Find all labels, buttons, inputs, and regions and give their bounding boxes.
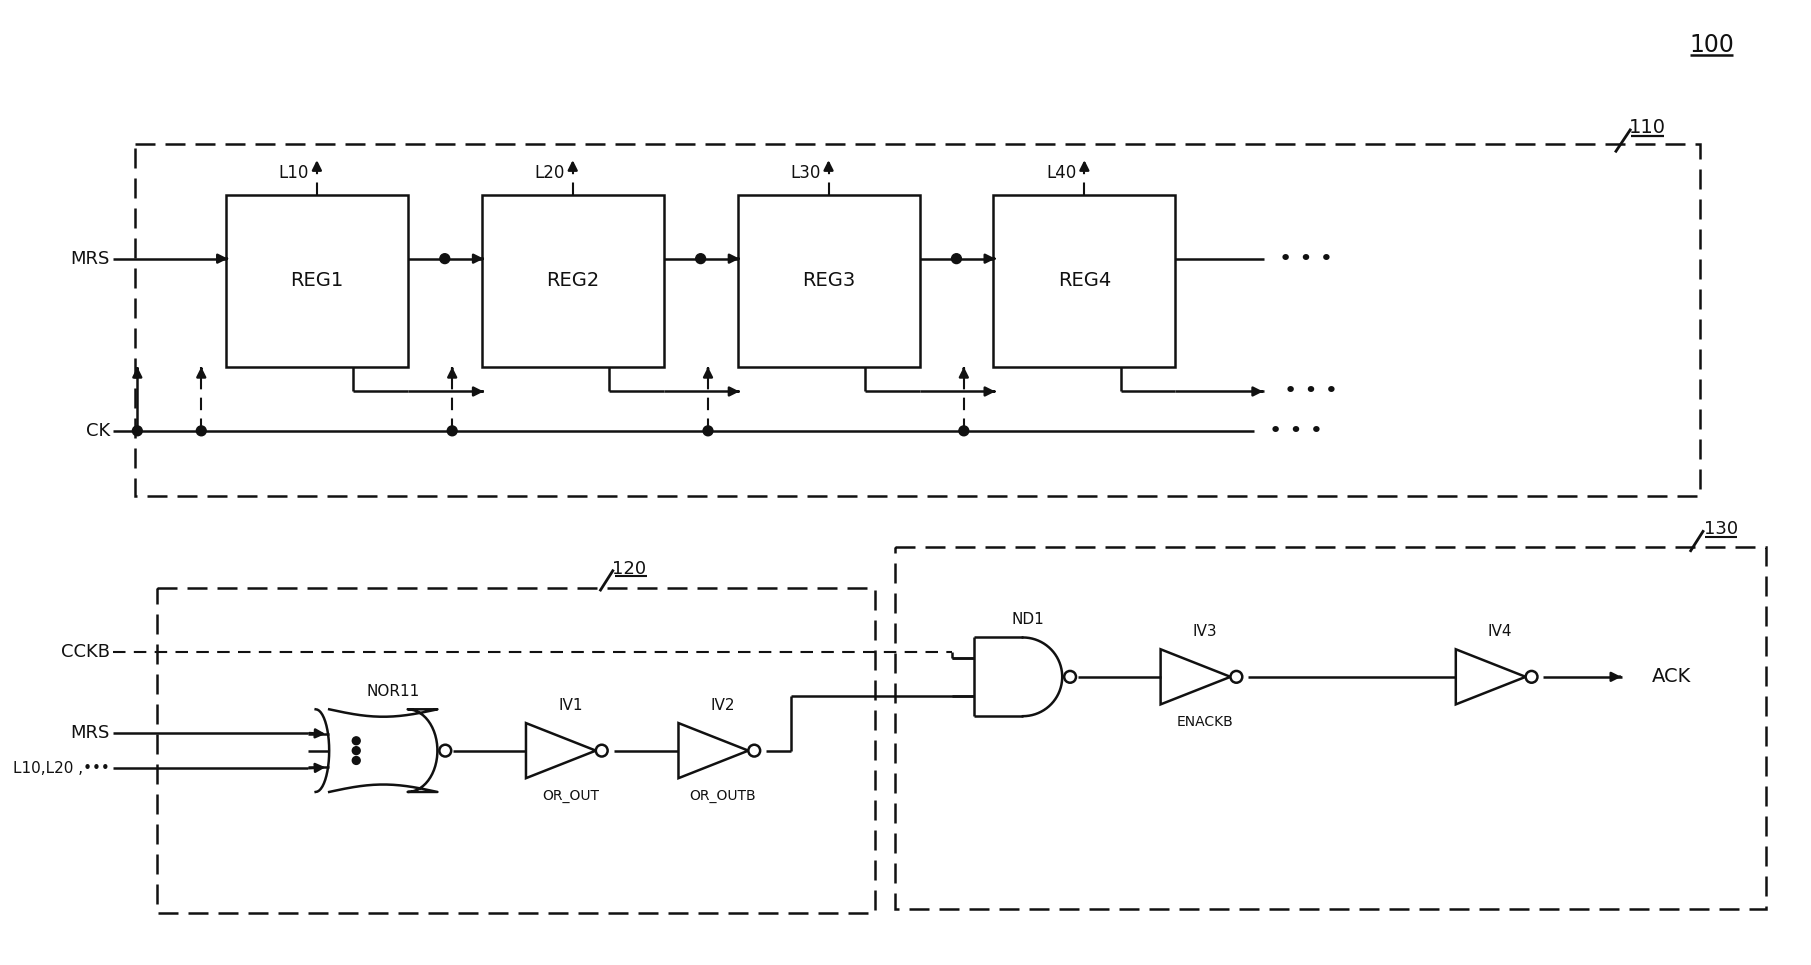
Circle shape <box>196 426 206 436</box>
Polygon shape <box>330 709 438 792</box>
Circle shape <box>703 426 714 436</box>
Circle shape <box>1230 671 1242 682</box>
Text: REG3: REG3 <box>802 271 855 290</box>
Circle shape <box>596 745 608 757</box>
Circle shape <box>353 737 360 745</box>
Polygon shape <box>737 195 920 367</box>
Circle shape <box>447 426 456 436</box>
Text: MRS: MRS <box>71 724 110 742</box>
Text: L20: L20 <box>534 164 565 182</box>
Text: OR_OUTB: OR_OUTB <box>690 788 755 803</box>
Text: IV3: IV3 <box>1193 624 1217 639</box>
Polygon shape <box>226 195 407 367</box>
Text: CCKB: CCKB <box>62 644 110 661</box>
Text: IV2: IV2 <box>710 698 735 713</box>
Polygon shape <box>1161 649 1230 704</box>
Text: ND1: ND1 <box>1011 612 1045 627</box>
Text: L10,L20 ,•••: L10,L20 ,••• <box>13 760 110 776</box>
Polygon shape <box>1456 649 1525 704</box>
Text: ACK: ACK <box>1652 668 1691 686</box>
Circle shape <box>695 254 706 263</box>
Text: • • •: • • • <box>1279 249 1333 268</box>
Text: 100: 100 <box>1690 33 1735 57</box>
Text: REG2: REG2 <box>547 271 599 290</box>
Text: IV4: IV4 <box>1489 624 1512 639</box>
Text: ENACKB: ENACKB <box>1177 715 1233 730</box>
Circle shape <box>353 747 360 755</box>
Text: 130: 130 <box>1704 520 1739 538</box>
Circle shape <box>958 426 969 436</box>
Polygon shape <box>482 195 663 367</box>
Text: 110: 110 <box>1630 119 1666 137</box>
Polygon shape <box>679 723 748 778</box>
Circle shape <box>132 426 143 436</box>
Text: CK: CK <box>85 422 110 440</box>
Polygon shape <box>974 638 1063 716</box>
Text: • • •: • • • <box>1270 421 1322 441</box>
Circle shape <box>440 254 449 263</box>
Text: IV1: IV1 <box>558 698 583 713</box>
Circle shape <box>1065 671 1076 682</box>
Text: • • •: • • • <box>1284 381 1338 401</box>
Polygon shape <box>994 195 1175 367</box>
Text: NOR11: NOR11 <box>366 684 420 699</box>
Circle shape <box>748 745 761 757</box>
Circle shape <box>1525 671 1538 682</box>
Text: REG4: REG4 <box>1058 271 1110 290</box>
Circle shape <box>951 254 962 263</box>
Text: L40: L40 <box>1047 164 1076 182</box>
Text: L30: L30 <box>790 164 820 182</box>
Circle shape <box>353 757 360 764</box>
Text: 120: 120 <box>612 560 647 578</box>
Text: OR_OUT: OR_OUT <box>541 788 599 803</box>
Text: REG1: REG1 <box>290 271 344 290</box>
Text: MRS: MRS <box>71 250 110 267</box>
Polygon shape <box>525 723 596 778</box>
Circle shape <box>440 745 451 757</box>
Text: L10: L10 <box>279 164 310 182</box>
